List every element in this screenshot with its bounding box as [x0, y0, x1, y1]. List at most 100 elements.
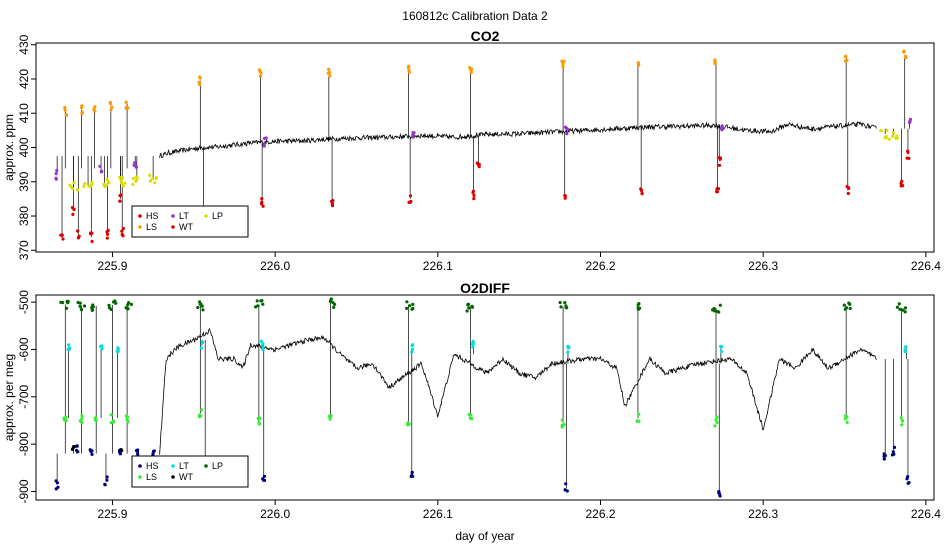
- co2-point-hs: [105, 232, 110, 236]
- o2diff-point-lp: [255, 299, 259, 303]
- o2diff-point-lp: [848, 306, 852, 311]
- co2-point-ls: [110, 105, 114, 109]
- o2diff-point-ls: [635, 419, 640, 423]
- co2-point-hs: [846, 191, 850, 196]
- o2diff-chart-title: O2DIFF: [460, 280, 510, 296]
- o2diff-point-lp: [196, 305, 200, 310]
- co2-point-lt: [565, 132, 569, 136]
- co2-point-ls: [126, 106, 130, 110]
- o2diff-point-lt: [720, 345, 724, 349]
- co2-point-hs: [899, 184, 903, 188]
- co2-y-tick-label: 370: [17, 240, 31, 260]
- o2diff-axes: 225.9 226.0 226.1 226.2 226.3 226.4 -900 -800 -7…: [17, 290, 941, 521]
- o2diff-point-hs: [882, 457, 886, 461]
- o2diff-point-lp: [565, 306, 569, 310]
- o2diff-legend-swatch-lt: [171, 464, 175, 468]
- o2diff-point-ls: [845, 415, 849, 419]
- o2diff-point-hs: [136, 452, 140, 456]
- co2-point-lp: [119, 178, 123, 183]
- o2diff-point-hs: [565, 489, 569, 493]
- co2-point-ls: [63, 108, 67, 112]
- o2diff-point-lp: [61, 301, 65, 305]
- co2-point-lt: [411, 135, 415, 139]
- co2-legend-swatch-lt: [171, 214, 175, 218]
- co2-legend-label-lp: LP: [212, 211, 223, 221]
- co2-legend-swatch-hs: [138, 214, 142, 218]
- co2-point-wt: [118, 194, 122, 198]
- o2diff-legend-label-lp: LP: [212, 461, 223, 471]
- o2diff-point-lp: [405, 306, 409, 310]
- o2diff-point-lp: [200, 304, 204, 308]
- o2diff-legend-swatch-ls: [138, 475, 142, 479]
- o2diff-point-lt: [471, 339, 475, 343]
- o2diff-point-ls: [93, 418, 97, 422]
- o2diff-point-lp: [897, 302, 901, 306]
- co2-point-hs: [89, 231, 93, 235]
- co2-point-lp: [121, 184, 125, 188]
- co2-point-ls: [904, 54, 908, 59]
- figure-title: 160812c Calibration Data 2: [402, 9, 548, 23]
- co2-point-ls: [407, 70, 412, 74]
- o2diff-point-ls: [111, 419, 115, 423]
- co2-point-lt: [54, 176, 58, 180]
- o2diff-legend-label-hs: HS: [146, 461, 159, 471]
- o2diff-point-hs: [892, 445, 897, 449]
- co2-point-ls: [561, 62, 565, 66]
- co2-point-hs: [408, 194, 413, 198]
- co2-point-lp: [154, 176, 158, 180]
- co2-point-wt: [475, 161, 479, 165]
- o2diff-legend-swatch-hs: [138, 464, 142, 468]
- o2diff-x-tick-label: 226.0: [260, 507, 290, 521]
- o2diff-point-lt: [67, 343, 71, 347]
- co2-legend-swatch-wt: [171, 225, 175, 229]
- co2-point-lt: [262, 142, 266, 146]
- co2-point-lp: [892, 131, 896, 135]
- co2-point-wt: [718, 156, 723, 160]
- co2-point-hs: [330, 204, 335, 208]
- o2diff-point-ls: [80, 420, 84, 425]
- co2-chart-title: CO2: [471, 28, 500, 44]
- o2diff-point-hs: [892, 452, 896, 456]
- co2-legend-swatch-ls: [138, 225, 142, 229]
- co2-point-hs: [260, 197, 264, 201]
- co2-point-lp: [102, 182, 106, 186]
- o2diff-point-lp: [127, 301, 131, 305]
- o2diff-point-ls: [327, 414, 331, 418]
- o2diff-y-tick-label: -800: [17, 432, 31, 456]
- co2-point-wt: [477, 165, 481, 169]
- co2-point-lt: [565, 127, 570, 131]
- o2diff-point-ls: [713, 424, 717, 428]
- co2-point-lt: [720, 126, 724, 130]
- co2-point-lp: [135, 177, 139, 181]
- co2-point-hs: [330, 199, 334, 203]
- o2diff-point-ls: [900, 423, 904, 427]
- o2diff-point-lp: [470, 305, 474, 309]
- o2diff-point-lp: [901, 308, 905, 312]
- o2diff-point-lp: [65, 306, 69, 310]
- co2-point-lt: [262, 144, 266, 148]
- co2-point-lp: [82, 184, 86, 188]
- o2diff-point-ls: [714, 418, 718, 422]
- o2diff-point-lt: [68, 346, 72, 350]
- o2diff-point-hs: [54, 479, 58, 483]
- o2diff-point-hs: [88, 448, 92, 452]
- co2-y-axis-label: approx. ppm: [2, 114, 16, 181]
- o2diff-point-ls: [124, 414, 128, 418]
- o2diff-point-ls: [258, 416, 262, 420]
- o2diff-point-ls: [197, 413, 202, 417]
- co2-point-hs: [121, 227, 125, 231]
- o2diff-point-lp: [717, 310, 721, 314]
- o2diff-legend-box: [131, 455, 249, 488]
- co2-point-hs: [61, 237, 65, 241]
- co2-point-hs: [90, 239, 94, 244]
- co2-point-lp: [153, 181, 157, 185]
- o2diff-point-ls: [470, 417, 474, 421]
- o2diff-point-hs: [75, 444, 79, 448]
- co2-y-tick-label: 420: [17, 69, 31, 89]
- co2-point-ls: [845, 58, 849, 63]
- o2diff-point-lt: [904, 345, 908, 349]
- co2-point-wt: [717, 163, 722, 167]
- o2diff-point-lp: [253, 305, 258, 309]
